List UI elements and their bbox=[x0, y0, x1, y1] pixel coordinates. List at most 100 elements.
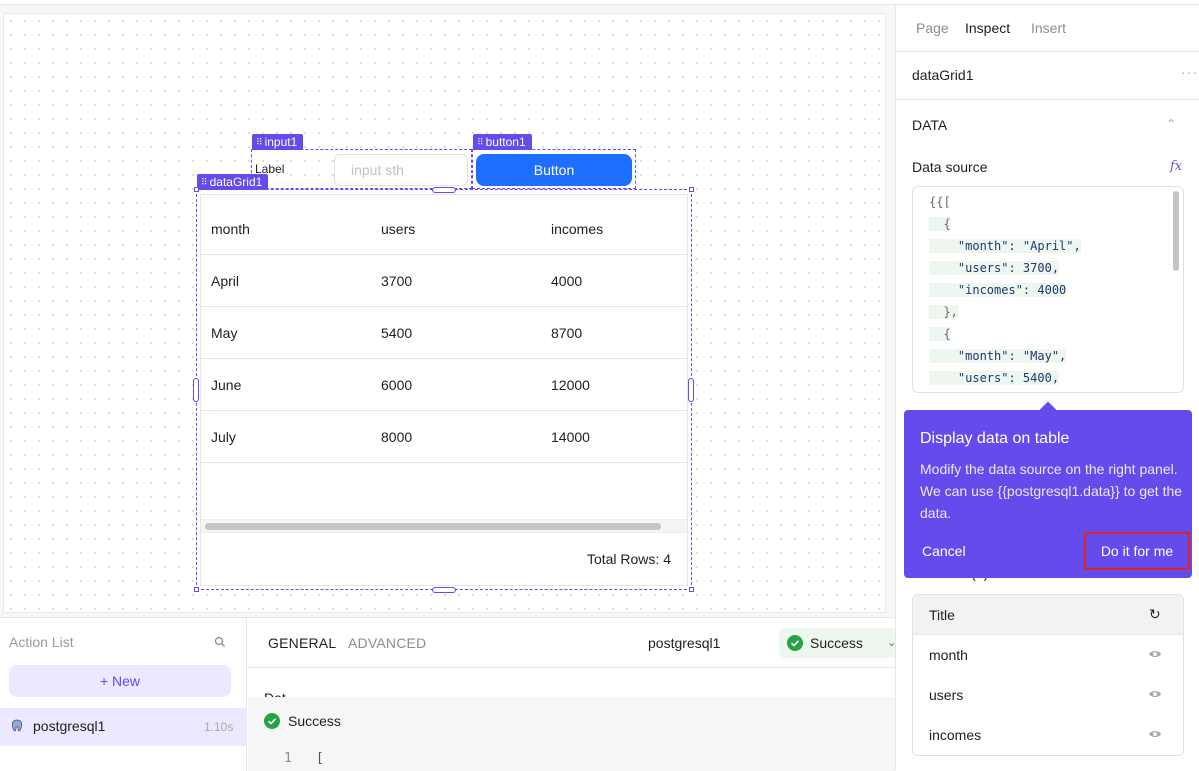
resize-corner[interactable] bbox=[689, 587, 694, 592]
input1-tag[interactable]: ⠿ input1 bbox=[252, 134, 304, 150]
button1[interactable]: Button bbox=[476, 154, 632, 186]
grid-header-row: month users incomes bbox=[201, 203, 687, 255]
datagrid1-tag[interactable]: ⠿ dataGrid1 bbox=[197, 174, 269, 190]
more-icon[interactable]: ··· bbox=[1181, 64, 1198, 80]
tab-insert[interactable]: Insert bbox=[1031, 20, 1067, 36]
data-source-editor[interactable]: {{[ { "month": "April", "users": 3700, "… bbox=[912, 186, 1184, 393]
data-source-label: Data source bbox=[912, 159, 988, 175]
check-circle-icon bbox=[264, 713, 280, 729]
column-item-users[interactable]: users bbox=[913, 675, 1183, 715]
result-panel: Success 1 [ bbox=[248, 697, 895, 771]
horizontal-scrollbar[interactable] bbox=[201, 519, 687, 533]
table-row[interactable]: April 3700 4000 bbox=[201, 255, 687, 307]
data-grid[interactable]: month users incomes April 3700 4000 May … bbox=[200, 194, 688, 586]
columns-list: Title ↻ month users incomes bbox=[912, 594, 1184, 756]
resize-handle-top[interactable] bbox=[432, 187, 456, 193]
component-name[interactable]: dataGrid1 bbox=[912, 67, 974, 83]
status-dropdown[interactable]: Success ⌄ bbox=[779, 628, 899, 658]
code-text: "users": 3700, bbox=[929, 261, 1060, 275]
code-line: { bbox=[929, 324, 951, 346]
eye-icon[interactable] bbox=[1148, 649, 1162, 659]
grid-header-cell[interactable]: users bbox=[381, 221, 416, 237]
drag-handle-icon[interactable]: ⠿ bbox=[201, 177, 208, 187]
table-row[interactable]: June 6000 12000 bbox=[201, 359, 687, 411]
grid-cell: 12000 bbox=[551, 377, 590, 393]
datagrid1-tag-label: dataGrid1 bbox=[209, 175, 263, 189]
columns-header-title: Title bbox=[929, 607, 955, 623]
top-bar bbox=[0, 0, 1199, 5]
grid-cell: 8700 bbox=[551, 325, 583, 341]
button1-selection[interactable] bbox=[472, 149, 636, 189]
resize-handle-left[interactable] bbox=[193, 378, 199, 402]
column-item-month[interactable]: month bbox=[913, 635, 1183, 675]
chevron-down-icon: ⌄ bbox=[887, 637, 897, 649]
tab-inspect[interactable]: Inspect bbox=[965, 20, 1011, 36]
code-line: "users": 3700, bbox=[929, 258, 1060, 280]
code-line: "month": "May", bbox=[929, 346, 1067, 368]
input1-field[interactable]: input sth bbox=[334, 154, 468, 186]
code-line: [ bbox=[316, 751, 324, 766]
grid-header-cell[interactable]: month bbox=[211, 221, 250, 237]
bottom-panel: Action List + New postgresql1 1.10s GENE… bbox=[0, 617, 899, 771]
code-line: "month": "April", bbox=[929, 236, 1081, 258]
resize-corner[interactable] bbox=[194, 587, 199, 592]
component-header: dataGrid1 ··· bbox=[896, 52, 1199, 100]
button1-tag[interactable]: ⠿ button1 bbox=[473, 134, 532, 150]
do-it-for-me-button[interactable]: Do it for me bbox=[1084, 532, 1190, 570]
input1-selection[interactable] bbox=[251, 149, 472, 189]
code-text: "month": "May", bbox=[929, 349, 1067, 363]
action-item-name: postgresql1 bbox=[33, 718, 106, 734]
refresh-icon[interactable]: ↻ bbox=[1149, 606, 1161, 622]
resize-corner[interactable] bbox=[689, 187, 694, 192]
code-text: {{[ bbox=[929, 195, 951, 209]
fx-icon[interactable]: fx bbox=[1170, 159, 1183, 174]
columns-header: Title ↻ bbox=[913, 595, 1183, 635]
section-label-partial: Dat bbox=[264, 690, 286, 698]
column-name: month bbox=[929, 647, 968, 663]
grid-header-cell[interactable]: incomes bbox=[551, 221, 604, 237]
input-label: Label bbox=[255, 162, 285, 176]
input1-tag-label: input1 bbox=[264, 135, 298, 149]
code-text: "month": "April", bbox=[929, 239, 1081, 253]
inspector-tabs: Page Inspect Insert bbox=[896, 5, 1199, 52]
eye-icon[interactable] bbox=[1148, 729, 1162, 739]
code-line: { bbox=[929, 214, 951, 236]
editor-scrollbar[interactable] bbox=[1173, 191, 1179, 271]
grid-cell: 4000 bbox=[551, 273, 583, 289]
datasource-name: postgresql1 bbox=[648, 635, 721, 651]
status-text: Success bbox=[810, 635, 863, 651]
resize-handle-right[interactable] bbox=[688, 378, 694, 402]
popover-body: Modify the data source on the right pane… bbox=[920, 461, 1183, 521]
editor-header: GENERAL ADVANCED postgresql1 Success ⌄ bbox=[248, 618, 899, 668]
code-line: "users": 5400, bbox=[929, 368, 1060, 390]
resize-corner[interactable] bbox=[194, 187, 199, 192]
code-text: }, bbox=[929, 305, 958, 319]
table-row[interactable]: July 8000 14000 bbox=[201, 411, 687, 463]
tab-advanced[interactable]: ADVANCED bbox=[348, 635, 427, 651]
cancel-button[interactable]: Cancel bbox=[922, 543, 966, 559]
scrollbar-thumb[interactable] bbox=[205, 523, 661, 530]
drag-handle-icon[interactable]: ⠿ bbox=[256, 137, 263, 147]
resize-handle-bottom[interactable] bbox=[432, 587, 456, 593]
grid-cell: May bbox=[211, 325, 238, 341]
drag-handle-icon[interactable]: ⠿ bbox=[477, 137, 484, 147]
eye-icon[interactable] bbox=[1148, 689, 1162, 699]
tab-page[interactable]: Page bbox=[916, 20, 949, 36]
action-item-postgresql1[interactable]: postgresql1 1.10s bbox=[0, 708, 247, 746]
column-item-incomes[interactable]: incomes bbox=[913, 715, 1183, 755]
grid-cell: April bbox=[211, 273, 240, 289]
grid-cell: 5400 bbox=[381, 325, 413, 341]
new-action-button[interactable]: + New bbox=[9, 665, 231, 697]
grid-cell: June bbox=[211, 377, 242, 393]
postgresql-icon bbox=[11, 719, 23, 732]
action-item-time: 1.10s bbox=[204, 720, 234, 734]
chevron-up-icon[interactable]: ⌃ bbox=[1166, 117, 1177, 131]
grid-cell: 6000 bbox=[381, 377, 413, 393]
tab-general[interactable]: GENERAL bbox=[268, 635, 337, 651]
guide-popover: Display data on table Modify the data so… bbox=[904, 401, 1192, 578]
table-row[interactable]: May 5400 8700 bbox=[201, 307, 687, 359]
code-text: "users": 5400, bbox=[929, 371, 1060, 385]
button1-tag-label: button1 bbox=[485, 135, 526, 149]
search-icon[interactable] bbox=[214, 636, 226, 648]
data-section-title[interactable]: DATA bbox=[912, 117, 948, 133]
